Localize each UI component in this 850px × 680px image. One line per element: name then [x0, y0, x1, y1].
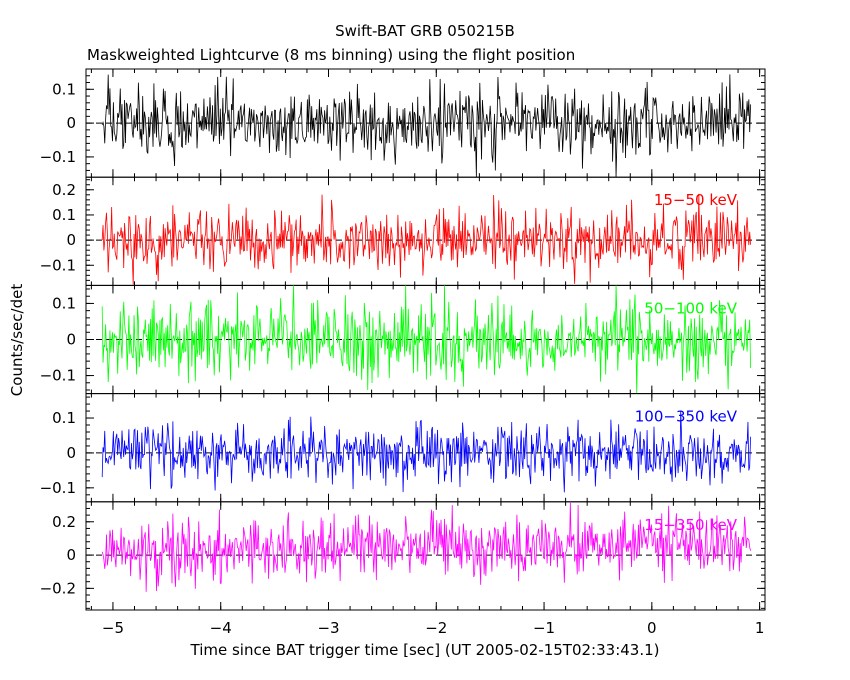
y-tick-label: −0.1: [40, 367, 76, 385]
band-label: 50−100 keV: [644, 299, 737, 317]
y-tick-label: 0: [66, 444, 76, 462]
panel-4: −0.2 0 0.2 15−350 keV: [40, 501, 766, 611]
y-tick-label: 0.1: [52, 80, 76, 98]
panel-frame: [85, 501, 766, 611]
panel-1: −0.1 0 0.1 0.2 15−50 keV: [40, 176, 766, 286]
y-axis-label: Counts/sec/det: [8, 284, 26, 397]
band-label: 100−350 keV: [635, 408, 738, 426]
chart-title: Swift-BAT GRB 050215B: [335, 22, 515, 40]
band-label: 15−350 keV: [644, 516, 737, 534]
x-axis-label: Time since BAT trigger time [sec] (UT 20…: [190, 641, 660, 659]
series-line: [101, 285, 751, 394]
y-tick-label: 0.1: [52, 206, 76, 224]
series-line: [101, 411, 751, 493]
panels-group: −0.1 0 0.1 −0.1 0 0.1 0.2 15−50 keV −0.1 0 0.1 50−1…: [40, 68, 766, 637]
y-tick-label: 0: [66, 231, 76, 249]
chart-subtitle: Maskweighted Lightcurve (8 ms binning) u…: [87, 46, 575, 64]
x-tick-label: −5: [102, 619, 124, 637]
x-tick-label: 0: [647, 619, 657, 637]
y-tick-label: −0.1: [40, 256, 76, 274]
x-tick-label: 1: [755, 619, 765, 637]
x-tick-label: −3: [317, 619, 339, 637]
x-tick-label: −1: [533, 619, 555, 637]
y-tick-label: 0.2: [52, 181, 76, 199]
y-tick-label: 0: [66, 546, 76, 564]
panel-0: −0.1 0 0.1: [40, 68, 766, 178]
panel-2: −0.1 0 0.1 50−100 keV: [40, 284, 766, 395]
x-tick-label: −4: [210, 619, 232, 637]
y-tick-label: −0.2: [40, 579, 76, 597]
y-tick-label: 0.1: [52, 294, 76, 312]
y-tick-label: 0: [66, 331, 76, 349]
y-tick-label: −0.1: [40, 479, 76, 497]
series-line: [101, 193, 751, 285]
series-line: [101, 74, 751, 178]
band-label: 15−50 keV: [654, 191, 738, 209]
y-tick-label: 0.2: [52, 513, 76, 531]
y-tick-label: 0: [66, 114, 76, 132]
y-tick-label: −0.1: [40, 148, 76, 166]
y-tick-label: 0.1: [52, 409, 76, 427]
panel-3: −0.1 0 0.1 100−350 keV: [40, 393, 766, 503]
series-line: [101, 501, 751, 592]
x-tick-label: −2: [425, 619, 447, 637]
